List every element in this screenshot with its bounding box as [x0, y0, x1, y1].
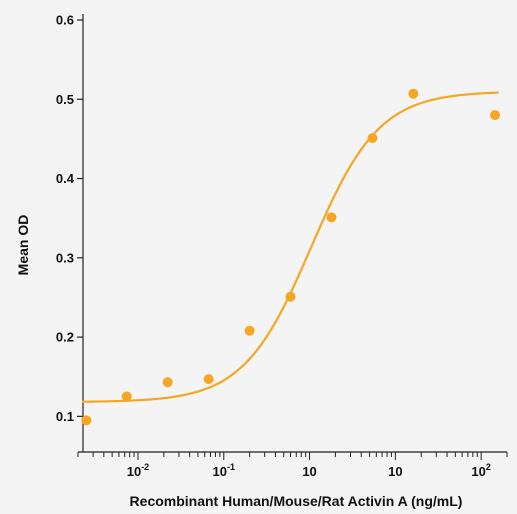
x-axis-ticks: 10-2 10-1 10 10 102 — [77, 452, 508, 479]
y-axis-label: Mean OD — [15, 215, 31, 276]
data-point — [244, 325, 255, 336]
x-axis-label: Recombinant Human/Mouse/Rat Activin A (n… — [130, 493, 463, 509]
y-tick-label: 0.3 — [56, 250, 74, 265]
data-point — [490, 110, 501, 121]
y-tick-label: 0.1 — [56, 409, 74, 424]
x-tick-label: 10-1 — [213, 462, 235, 479]
y-tick-label: 0.2 — [56, 330, 74, 345]
data-point — [203, 374, 214, 385]
x-tick-label: 10 — [302, 464, 316, 479]
data-point — [285, 291, 296, 302]
data-point — [408, 88, 419, 99]
data-point — [81, 415, 92, 426]
data-point — [326, 212, 337, 223]
data-points — [81, 88, 501, 426]
fit-curve — [82, 91, 499, 403]
data-point — [162, 377, 173, 388]
x-tick-label: 10-2 — [127, 462, 149, 479]
x-tick-label: 102 — [471, 462, 490, 479]
x-tick-label: 10 — [388, 464, 402, 479]
y-tick-label: 0.5 — [56, 92, 74, 107]
y-axis-ticks: 0.1 0.2 0.3 0.4 0.5 0.6 — [56, 13, 83, 424]
y-tick-label: 0.6 — [56, 13, 74, 28]
data-point — [367, 133, 378, 144]
data-point — [121, 391, 132, 402]
y-tick-label: 0.4 — [56, 171, 75, 186]
